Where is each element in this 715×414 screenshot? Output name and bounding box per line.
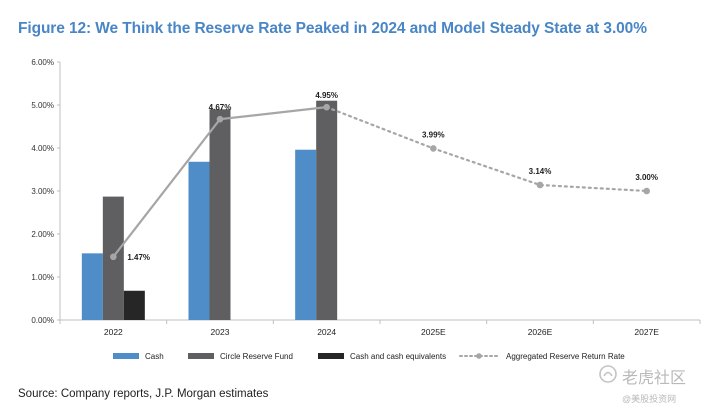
y-tick-label: 1.00% [31,273,54,282]
x-tick-label: 2025E [421,327,446,337]
data-label: 3.14% [529,167,552,176]
legend-label: Cash and cash equivalents [350,352,446,361]
y-tick-label: 4.00% [31,144,54,153]
data-label: 3.99% [422,130,445,139]
chart-bars [81,100,338,320]
y-tick-label: 5.00% [31,101,54,110]
y-tick-label: 6.00% [31,58,54,67]
line-point [536,181,544,189]
y-tick-label: 2.00% [31,230,54,239]
line-point [216,115,224,123]
x-tick-label: 2024 [317,327,336,337]
legend-label: Aggregated Reserve Return Rate [506,352,625,361]
y-tick-label: 0.00% [31,316,54,325]
x-tick-label: 2023 [211,327,230,337]
watermark-subtext: @美股投资网 [622,394,677,404]
line-point [643,187,650,195]
legend-marker [476,353,482,359]
watermark-text: 老虎社区 [622,370,687,387]
legend-swatch [188,353,214,359]
data-label: 4.67% [209,103,232,112]
data-label: 1.47% [127,253,150,262]
legend-swatch [318,353,344,359]
legend-label: Cash [145,352,164,361]
bar [316,100,338,320]
bar [209,109,231,320]
x-tick-label: 2022 [104,327,123,337]
source-note: Source: Company reports, J.P. Morgan est… [18,388,269,400]
chart-line: 1.47% 4.67% 4.95% 3.99% 3.14% 3.00% [110,91,658,262]
data-label: 3.00% [635,173,658,182]
line-point [323,103,330,111]
chart-legend: Cash Circle Reserve Fund Cash and cash equ… [113,352,625,361]
x-tick-label: 2026E [528,327,553,337]
x-tick-label: 2027E [634,327,659,337]
chart-title: Figure 12: We Think the Reserve Rate Pea… [18,20,647,37]
series-line-estimate [325,106,648,193]
bar [123,290,145,320]
y-tick-label: 3.00% [31,187,54,196]
bar [295,149,317,320]
chart-axes: 0.00% 1.00% 2.00% 3.00% 4.00% 5.00% 6.00% 2022 2… [31,58,701,337]
tiger-logo-icon [599,365,617,383]
legend-swatch [113,353,139,359]
line-point [430,145,437,152]
bar [188,161,210,320]
line-point [110,253,117,261]
legend-label: Circle Reserve Fund [220,352,293,361]
data-label: 4.95% [315,91,338,100]
bar [81,253,103,320]
